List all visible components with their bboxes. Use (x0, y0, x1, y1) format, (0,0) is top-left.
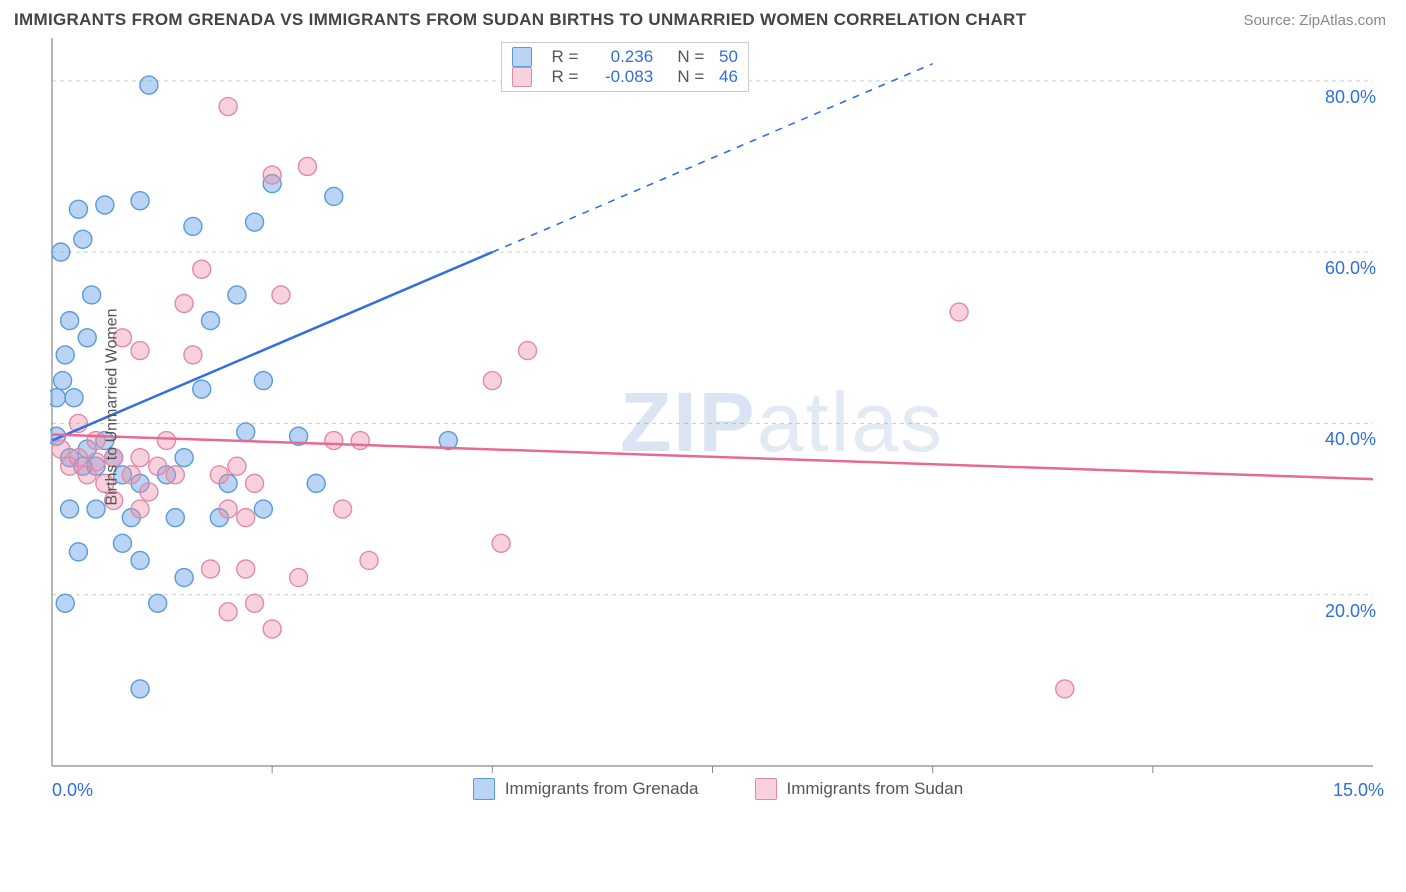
legend-n-label: N = (663, 67, 709, 87)
legend-swatch (755, 778, 777, 800)
series-name: Immigrants from Grenada (505, 779, 699, 799)
series-legend: Immigrants from Grenada Immigrants from S… (50, 778, 1386, 805)
legend-r-label: R = (552, 67, 584, 87)
legend-swatch (512, 67, 532, 87)
legend-r-label: R = (552, 47, 584, 67)
legend-n-value: 46 (719, 67, 738, 87)
source-label: Source: ZipAtlas.com (1243, 12, 1386, 29)
y-tick-label: 40.0% (1325, 429, 1376, 450)
legend-n-value: 50 (719, 47, 738, 67)
stats-legend-row: R = 0.236 N = 50 (512, 47, 738, 67)
y-tick-label: 60.0% (1325, 258, 1376, 279)
y-axis-title: Births to Unmarried Women (104, 308, 122, 505)
y-tick-label: 20.0% (1325, 601, 1376, 622)
legend-swatch (473, 778, 495, 800)
scatter-chart (50, 34, 1375, 774)
chart-title: IMMIGRANTS FROM GRENADA VS IMMIGRANTS FR… (14, 10, 1026, 30)
chart-area: Births to Unmarried Women ZIPatlas R = 0… (50, 34, 1386, 779)
legend-n-label: N = (663, 47, 709, 67)
stats-legend: R = 0.236 N = 50R = -0.083 N = 46 (501, 42, 749, 92)
legend-r-value: 0.236 (593, 47, 653, 67)
legend-r-value: -0.083 (593, 67, 653, 87)
legend-swatch (512, 47, 532, 67)
y-tick-label: 80.0% (1325, 87, 1376, 108)
stats-legend-row: R = -0.083 N = 46 (512, 67, 738, 87)
series-legend-item: Immigrants from Sudan (755, 778, 964, 800)
series-legend-item: Immigrants from Grenada (473, 778, 699, 800)
series-name: Immigrants from Sudan (787, 779, 964, 799)
